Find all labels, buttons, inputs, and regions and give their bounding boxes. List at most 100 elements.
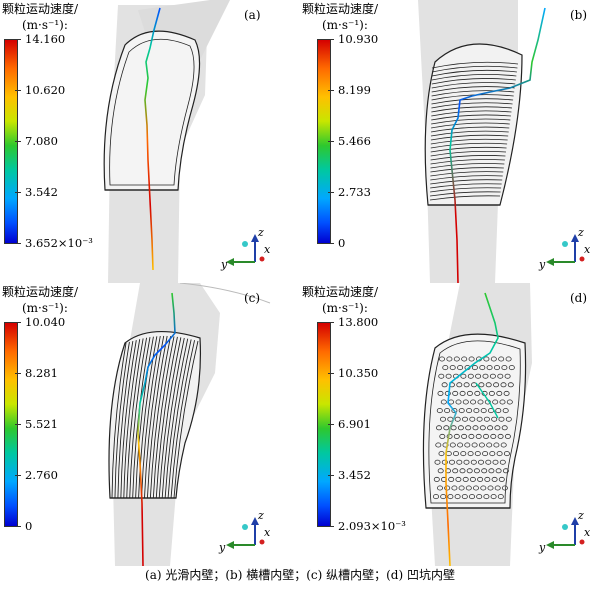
tick: 5.521	[15, 417, 58, 431]
dimple	[496, 451, 503, 457]
dimple	[505, 356, 512, 362]
dimple	[470, 459, 477, 465]
dimple	[470, 399, 477, 405]
dimple	[488, 390, 495, 396]
dimple	[466, 408, 473, 414]
dimple	[501, 365, 508, 371]
tick: 8.199	[328, 83, 371, 97]
panel-label: (c)	[244, 291, 261, 305]
dimple	[451, 408, 458, 414]
panel-c: z y x 颗粒运动速度/ (m·s⁻¹): 10.040 8.281 5.52…	[0, 283, 300, 566]
tick: 8.281	[15, 366, 58, 380]
dimple	[489, 373, 496, 379]
figure-caption: (a) 光滑内壁；(b) 横槽内壁；(c) 纵槽内壁；(d) 凹坑内壁	[145, 568, 455, 582]
dimple	[492, 399, 499, 405]
groove-line	[149, 336, 172, 499]
dimple	[474, 390, 481, 396]
dimple	[463, 382, 470, 388]
axis-y-label: y	[538, 258, 546, 271]
dimple	[461, 494, 468, 500]
dimple	[490, 494, 497, 500]
groove-line	[158, 337, 182, 499]
axis-triad: z y x	[220, 226, 271, 271]
particle-track	[144, 7, 161, 271]
groove-ring	[431, 118, 511, 125]
panel-a: z y x 颗粒运动速度/ (m·s⁻¹): 14.160 10.620 7.0…	[0, 0, 300, 283]
dimple	[458, 485, 465, 491]
groove-line	[152, 336, 175, 499]
groove-line	[155, 336, 178, 499]
dimple	[462, 399, 469, 405]
dimple	[466, 390, 473, 396]
groove-line	[161, 337, 185, 499]
groove-line	[144, 335, 165, 499]
dimple	[433, 476, 440, 482]
dimple	[495, 408, 502, 414]
dimple	[487, 485, 494, 491]
axis-x-label: x	[264, 526, 271, 539]
tick: 3.542	[15, 185, 58, 199]
horizontal-grooves	[429, 61, 519, 201]
legend-title: 颗粒运动速度/	[302, 2, 379, 16]
groove-ring	[430, 175, 503, 181]
groove-line	[111, 342, 127, 499]
groove-ring	[430, 191, 501, 197]
dimple	[442, 365, 449, 371]
dimple	[456, 382, 463, 388]
dimple	[500, 442, 507, 448]
axis-z-label: z	[577, 226, 584, 239]
dimple	[444, 485, 451, 491]
dimple	[444, 390, 451, 396]
dimple	[482, 433, 489, 439]
tick-min: 3.652×10⁻³	[15, 236, 93, 250]
dimple	[482, 451, 489, 457]
dimple	[461, 416, 468, 422]
dimple	[461, 433, 468, 439]
dimple	[497, 433, 504, 439]
dimple	[468, 433, 475, 439]
groove-ring	[430, 159, 505, 165]
dimple	[504, 433, 511, 439]
dimple	[473, 468, 480, 474]
dimple	[486, 442, 493, 448]
dimple	[476, 494, 483, 500]
groove-ring	[431, 110, 512, 117]
dimple	[474, 451, 481, 457]
dimple	[438, 451, 445, 457]
dimple	[483, 356, 490, 362]
dimple	[459, 390, 466, 396]
groove-ring	[431, 78, 516, 85]
dimple	[452, 390, 459, 396]
dimple	[458, 408, 465, 414]
scene-b: z y x	[418, 0, 591, 283]
dimple	[489, 451, 496, 457]
dimple	[491, 416, 498, 422]
dimple	[507, 382, 514, 388]
panel-label: (d)	[570, 291, 588, 305]
dimple	[499, 399, 506, 405]
dimple	[460, 451, 467, 457]
groove-ring	[431, 98, 514, 105]
pipe-edge	[179, 283, 271, 304]
dimple	[435, 425, 442, 431]
axis-z-label: z	[257, 509, 264, 522]
dimple	[486, 365, 493, 371]
dimple	[495, 468, 502, 474]
groove-line	[135, 336, 154, 499]
dimple	[487, 425, 494, 431]
dimple	[483, 416, 490, 422]
dimple	[455, 476, 462, 482]
groove-ring	[431, 122, 510, 129]
dimple	[465, 485, 472, 491]
dimple	[454, 416, 461, 422]
tick: 6.901	[328, 417, 371, 431]
panel-d: z y x 颗粒运动速度/ (m·s⁻¹): 13.800 10.350 6.9…	[300, 283, 600, 566]
dimple	[485, 382, 492, 388]
dimple	[439, 416, 446, 422]
dimple	[498, 356, 505, 362]
tick: 10.350	[327, 366, 379, 380]
tick-min: 0	[327, 236, 346, 250]
dimple	[475, 373, 482, 379]
groove-ring	[430, 179, 503, 185]
dimple	[505, 416, 512, 422]
